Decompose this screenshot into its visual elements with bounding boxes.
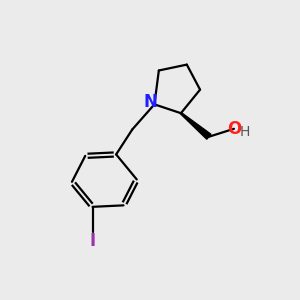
Text: N: N xyxy=(144,93,158,111)
Polygon shape xyxy=(180,112,211,139)
Text: I: I xyxy=(89,232,96,250)
Text: H: H xyxy=(240,125,250,139)
Text: O: O xyxy=(227,120,241,138)
